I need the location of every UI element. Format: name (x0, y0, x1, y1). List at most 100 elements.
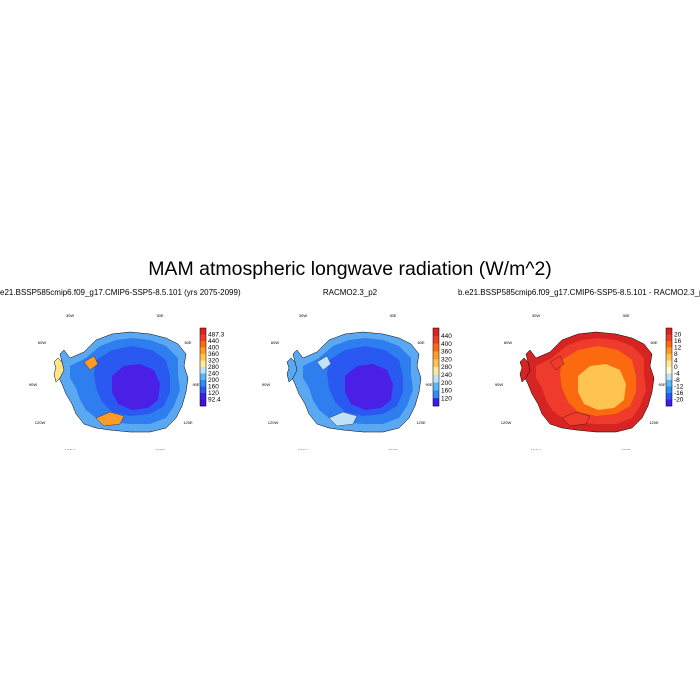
longitude-label: 150W (531, 448, 542, 450)
colorbar-segment (200, 373, 206, 381)
colorbar-segment (200, 328, 206, 335)
ice-shelf (561, 411, 591, 427)
longitude-label: 150E (155, 448, 165, 450)
colorbar-label: 120 (441, 395, 452, 402)
colorbar-label: 20 (674, 332, 682, 339)
colorbar-label: 8 (674, 351, 678, 358)
colorbar-segment (666, 380, 672, 387)
colorbar-label: 0 (674, 364, 678, 371)
colorbar-segment (666, 347, 672, 355)
longitude-label: 90W (495, 382, 503, 387)
colorbar-segment (666, 373, 672, 381)
ice-shelf (549, 355, 565, 371)
longitude-label: 30W (299, 313, 307, 318)
longitude-label: 60E (184, 340, 191, 345)
polar-map: 30W30E60W60E90W90E120W120E150W150E180201… (495, 313, 684, 450)
longitude-label: 60E (417, 340, 424, 345)
colorbar-segment (200, 334, 206, 342)
longitude-label: 150W (65, 448, 76, 450)
colorbar-label: -12 (674, 384, 684, 391)
colorbar-label: 320 (208, 358, 219, 365)
panel-title: b.e21.BSSP585cmip6.f09_g17.CMIP6-SSP5-8.… (0, 288, 241, 297)
longitude-label: 30E (156, 313, 163, 318)
longitude-label: 60W (38, 340, 46, 345)
figure-title: MAM atmospheric longwave radiation (W/m^… (148, 258, 552, 280)
panel-title: RACMO2.3_p2 (322, 288, 378, 297)
colorbar-segment (433, 359, 439, 368)
longitude-label: 30E (622, 313, 629, 318)
colorbar-label: 120 (208, 390, 219, 397)
colorbar-label: 487.3 (208, 332, 225, 339)
colorbar-segment (200, 393, 206, 400)
ice-shelf (316, 355, 332, 371)
continent-core (112, 364, 160, 410)
colorbar-label: 400 (441, 341, 452, 348)
colorbar-label: 360 (441, 349, 452, 356)
longitude-label: 90E (425, 382, 432, 387)
longitude-label: 90E (192, 382, 199, 387)
polar-map: 30W30E60W60E90W90E120W120E150W150E180487… (29, 313, 225, 450)
colorbar-label: 320 (441, 356, 452, 363)
colorbar-segment (666, 399, 672, 407)
panel-model: b.e21.BSSP585cmip6.f09_g17.CMIP6-SSP5-8.… (0, 288, 241, 450)
colorbar-label: 280 (208, 364, 219, 371)
longitude-label: 150E (621, 448, 631, 450)
colorbar-segment (200, 360, 206, 368)
colorbar-segment (666, 341, 672, 348)
colorbar-label: 12 (674, 345, 682, 352)
ice-shelf (328, 411, 358, 427)
longitude-label: 30W (532, 313, 540, 318)
longitude-label: 150E (388, 448, 398, 450)
colorbar-segment (200, 399, 206, 407)
longitude-label: 120W (268, 420, 279, 425)
colorbar-label: 280 (441, 364, 452, 371)
colorbar-segment (666, 354, 672, 361)
colorbar-segment (200, 386, 206, 394)
colorbar-label: 360 (208, 351, 219, 358)
ice-shelf (95, 411, 125, 427)
colorbar-label: 16 (674, 338, 682, 345)
colorbar-label: 440 (441, 333, 452, 340)
colorbar-segment (200, 341, 206, 348)
continent-core (345, 364, 393, 410)
colorbar-label: -8 (674, 377, 680, 384)
peninsula (53, 357, 65, 383)
colorbar-label: 4 (674, 358, 678, 365)
colorbar-label: -16 (674, 390, 684, 397)
longitude-label: 60W (504, 340, 512, 345)
colorbar-segment (433, 398, 439, 407)
colorbar-frame (665, 327, 673, 407)
longitude-label: 30E (389, 313, 396, 318)
panel-title: b.e21.BSSP585cmip6.f09_g17.CMIP6-SSP5-8.… (458, 288, 700, 297)
colorbar-segment (433, 390, 439, 399)
ice-shelf (83, 355, 99, 371)
peninsula (286, 357, 298, 383)
panel-racmo: RACMO2.3_p2 30W 30E 60W 60E 90W 90E 120W 120E 15… (233, 288, 466, 450)
polar-map: 30W30E60W60E90W90E120W120E150W150E180440… (262, 313, 452, 450)
colorbar-segment (433, 367, 439, 376)
colorbar-frame (199, 327, 207, 407)
continent-core (578, 364, 626, 410)
colorbar-segment (200, 354, 206, 361)
longitude-label: 120W (501, 420, 512, 425)
colorbar-segment (666, 328, 672, 335)
longitude-label: 60W (271, 340, 279, 345)
longitude-label: 120E (183, 420, 193, 425)
colorbar-segment (433, 328, 439, 337)
colorbar-label: 200 (441, 380, 452, 387)
colorbar-segment (433, 351, 439, 360)
colorbar-label: 240 (441, 372, 452, 379)
colorbar-label: -20 (674, 397, 684, 404)
colorbar-segment (433, 343, 439, 352)
colorbar-segment (200, 367, 206, 374)
colorbar-segment (200, 380, 206, 387)
longitude-label: 90W (262, 382, 270, 387)
colorbar-segment (666, 386, 672, 394)
peninsula (519, 357, 531, 383)
colorbar-label: 92.4 (208, 397, 221, 404)
longitude-label: 120E (649, 420, 659, 425)
longitude-label: 120W (35, 420, 46, 425)
longitude-label: 90W (29, 382, 37, 387)
longitude-label: 90E (658, 382, 665, 387)
longitude-label: 150W (298, 448, 309, 450)
